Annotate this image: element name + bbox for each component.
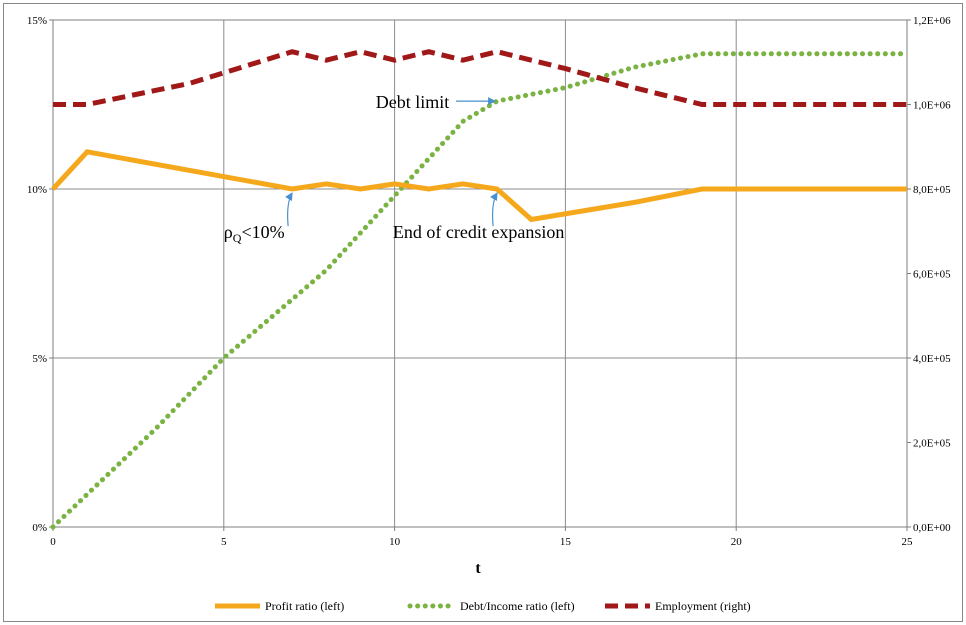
left-tick-label: 15%: [27, 15, 47, 27]
right-axis-ticks: 0,0E+00 2,0E+05 4,0E+05 6,0E+05 8,0E+05 1,0E+…: [907, 15, 951, 534]
left-axis-ticks: 0% 5% 10% 15%: [27, 15, 53, 534]
legend-label: Profit ratio (left): [265, 599, 344, 613]
x-tick-label: 10: [389, 536, 401, 548]
right-tick-label: 4,0E+05: [913, 353, 951, 365]
x-tick-label: 15: [560, 536, 572, 548]
annotation-end-of-credit-expansion: End of credit expansion: [393, 222, 564, 242]
right-tick-label: 0,0E+00: [913, 522, 951, 534]
annotation-arrow: [490, 192, 498, 227]
legend: Profit ratio (left) Debt/Income ratio (le…: [215, 599, 751, 613]
x-tick-label: 20: [731, 536, 743, 548]
right-tick-label: 8,0E+05: [913, 184, 951, 196]
x-tick-label: 25: [902, 536, 914, 548]
series-line-dotted: [50, 51, 910, 530]
annotation-rho-q: ρQ<10%: [224, 222, 285, 245]
chart-border: [3, 3, 963, 622]
right-tick-label: 1,2E+06: [913, 15, 951, 27]
x-tick-label: 0: [50, 536, 56, 548]
x-axis-label: t: [475, 560, 481, 577]
right-tick-label: 6,0E+05: [913, 269, 951, 281]
right-tick-label: 2,0E+05: [913, 438, 951, 450]
annotation-debt-limit: Debt limit: [376, 92, 450, 112]
series: [50, 49, 910, 530]
left-tick-label: 0%: [32, 522, 47, 534]
series-line-dashed: [53, 49, 907, 107]
left-tick-label: 5%: [32, 353, 47, 365]
legend-label: Debt/Income ratio (left): [460, 599, 575, 613]
left-tick-label: 10%: [27, 184, 47, 196]
legend-label: Employment (right): [655, 599, 751, 613]
right-tick-label: 1,0E+06: [913, 100, 951, 112]
annotations: Debt limit End of credit expansion ρQ<10%: [224, 92, 565, 245]
annotation-arrow: [285, 192, 293, 227]
series-line-solid: [51, 149, 907, 223]
x-tick-label: 5: [221, 536, 227, 548]
